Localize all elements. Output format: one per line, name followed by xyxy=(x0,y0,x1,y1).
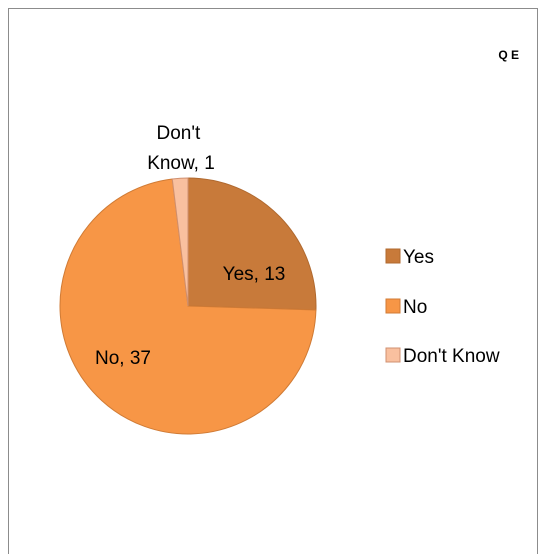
pie-chart: Q E Yes, 13 No, 37 Don't Know, 1 Yes No … xyxy=(59,48,519,435)
pie-slice-yes xyxy=(187,177,317,311)
legend-swatch-no xyxy=(385,298,401,314)
chart-frame: Q E Yes, 13 No, 37 Don't Know, 1 Yes No … xyxy=(8,8,538,554)
slice-label-yes: Yes, 13 xyxy=(223,264,286,285)
chart-title: Q E xyxy=(498,48,519,62)
slice-label-dont-know: Don't Know, 1 xyxy=(147,123,215,174)
legend-label-no: No xyxy=(403,297,427,318)
legend-swatch-dont-know xyxy=(385,347,401,363)
pie-slice-don-t-know xyxy=(171,177,189,307)
legend-label-dont-know: Don't Know xyxy=(403,346,500,367)
legend-swatch-yes xyxy=(385,248,401,264)
pie-slices xyxy=(59,177,317,435)
legend: Yes No Don't Know xyxy=(385,247,500,367)
slice-label-dont-know-line1: Don't xyxy=(156,123,200,144)
slice-label-dont-know-line2: Know, 1 xyxy=(147,153,215,174)
legend-label-yes: Yes xyxy=(403,247,434,268)
slice-label-no: No, 37 xyxy=(95,348,151,369)
pie-slice-no xyxy=(59,178,317,435)
